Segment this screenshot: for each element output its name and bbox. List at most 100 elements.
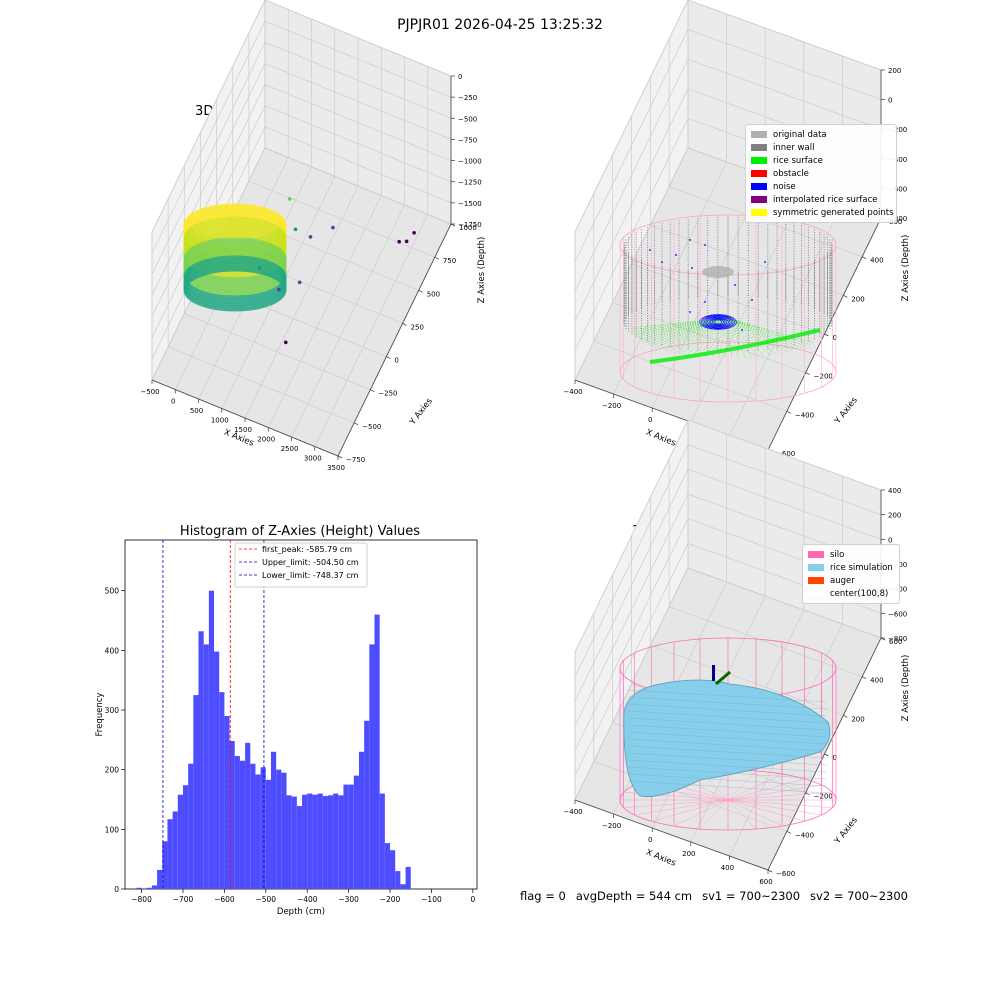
histogram-bar	[307, 793, 313, 889]
histogram-bar	[203, 644, 209, 889]
plot1-xtick-label: 3000	[304, 455, 322, 463]
plot2-legend-swatch	[751, 183, 767, 190]
plot1-ztick-label: −1250	[458, 179, 482, 187]
histogram-bar	[177, 794, 183, 889]
plot4-xtick-label: −400	[563, 808, 582, 816]
plot2-legend-label: symmetric generated points	[773, 207, 894, 218]
plot1-ytick-label: −750	[346, 456, 365, 464]
plot1-ytick	[337, 455, 343, 459]
plot4-grid-z	[574, 543, 689, 776]
histogram-bar	[405, 866, 411, 889]
plot2-grid-z	[687, 0, 882, 71]
histogram-ytick-label: 500	[105, 587, 120, 596]
plot4-grid-z	[574, 419, 689, 653]
plot1-ytick-label: 0	[394, 357, 398, 365]
plot4-rice-simulation	[623, 679, 831, 797]
plot1-grid-z	[151, 63, 266, 296]
plot2-rice-surface	[633, 317, 729, 328]
plot4-grid-y	[669, 606, 863, 677]
plot1-ytick	[434, 256, 440, 260]
plot4-silo-spoke	[651, 799, 729, 822]
plot2-grid-z	[574, 88, 689, 321]
plot2-rice-surface	[646, 317, 729, 345]
plot2-xtick-label: −200	[602, 402, 621, 410]
plot4-ytick	[824, 753, 829, 757]
plot2-rice-surface	[727, 317, 771, 356]
plot4-rice-mesh	[627, 689, 827, 703]
plot2-noise-point	[689, 311, 691, 313]
plot2-noise	[708, 317, 728, 327]
plot1-ztick-label: −1000	[458, 158, 482, 166]
plot1-zlabel: Z Axies (Depth)	[477, 237, 487, 304]
plot4-3d-simulation: −400 −200 0 200 400 600 −600 −400 −200 0 200 400 600…	[563, 419, 911, 886]
histogram-ytick-label: 400	[105, 646, 120, 655]
plot1-grid-z	[151, 0, 266, 233]
plot2-noise	[704, 316, 732, 328]
histogram-ylabel: Frequency	[95, 693, 105, 737]
plot2-ytick-label: −600	[776, 450, 795, 458]
plot1-point	[277, 287, 281, 292]
plot2-legend-swatch	[751, 196, 767, 203]
plot4-grid-z	[574, 469, 689, 702]
histogram-xtick-label: −100	[421, 895, 442, 904]
plot3-histogram: −800 −700 −600 −500 −400 −300 −200 −100 0 0 100 200…	[95, 539, 478, 917]
avg-depth-text: avgDepth = 544 cm	[575, 889, 693, 903]
plot4-grid-z	[574, 493, 689, 727]
plot1-grid-z	[151, 20, 266, 254]
plot2-rice-surface	[686, 317, 729, 356]
plot2-3d-classify: −400−2000200400600−600−400−2000200400600…	[563, 0, 911, 466]
histogram-bar	[219, 692, 225, 889]
plot2-ztick-label: −600	[888, 185, 907, 193]
plot2-ytick	[805, 372, 810, 375]
sv1-text: sv1 = 700~2300	[702, 889, 801, 903]
plot4-ytick-label: −200	[814, 793, 833, 801]
plot1-point	[297, 280, 302, 285]
plot2-rice-surface	[727, 317, 732, 359]
plot2-noise	[705, 316, 731, 328]
histogram-ytick-label: 100	[105, 825, 120, 834]
plot1-point	[257, 266, 262, 270]
plot4-rice-mesh	[627, 738, 827, 752]
plot1-xaxis	[151, 379, 339, 457]
histogram-bar	[224, 715, 230, 889]
plot2-legend-label: rice surface	[773, 155, 823, 166]
histogram-bar	[255, 774, 261, 889]
plot1-3d-raw: −5000500100015002000250030003500−750−500…	[140, 0, 487, 472]
plot2-legend-label: interpolated rice surface	[773, 194, 878, 205]
plot1-ytick-label: 750	[443, 257, 456, 265]
plot4-grid-y	[593, 761, 787, 832]
sv2-text: sv2 = 700~2300	[810, 889, 908, 903]
plot2-ztick-label: 200	[888, 67, 901, 75]
plot2-grid-z	[574, 0, 689, 233]
plot2-ytick	[843, 295, 848, 298]
plot2-rice-surface	[654, 317, 729, 349]
histogram-bar	[193, 695, 199, 889]
histogram-bar	[188, 763, 194, 889]
histogram-legend-label: Lower_limit: -748.37 cm	[262, 571, 359, 580]
footer-status: flag = 0 avgDepth = 544 cm sv1 = 700~2300 s…	[520, 889, 918, 903]
plot4-rice-mesh	[627, 780, 827, 794]
histogram-xtick-label: −800	[131, 895, 152, 904]
plot1-grid-z	[264, 20, 452, 98]
plot4-rice-mesh	[627, 766, 827, 780]
histogram-bar	[250, 763, 256, 889]
plot2-noise	[702, 315, 734, 329]
plot2-ytick	[862, 256, 867, 259]
plot2-grid-y	[612, 302, 806, 373]
plot1-grid-z	[264, 147, 452, 225]
plot4-ytick	[862, 676, 867, 679]
plot4-ytick	[805, 792, 810, 795]
plot2-legend-swatch	[751, 209, 767, 216]
plot1-grid-z	[264, 41, 452, 119]
plot2-legend-label: noise	[773, 181, 796, 192]
histogram-bar	[208, 590, 215, 889]
plot2-noise-point	[764, 261, 766, 263]
plot2-noise	[712, 319, 724, 325]
histogram-bar	[270, 751, 277, 889]
plot4-silo-spoke	[623, 799, 729, 809]
plot1-ytick-label: −250	[378, 390, 397, 398]
plot4-ytick-label: 0	[833, 754, 837, 762]
plot1-ytick	[418, 289, 423, 293]
plot2-original-blob	[702, 266, 734, 278]
plot2-grid-z	[687, 58, 882, 130]
